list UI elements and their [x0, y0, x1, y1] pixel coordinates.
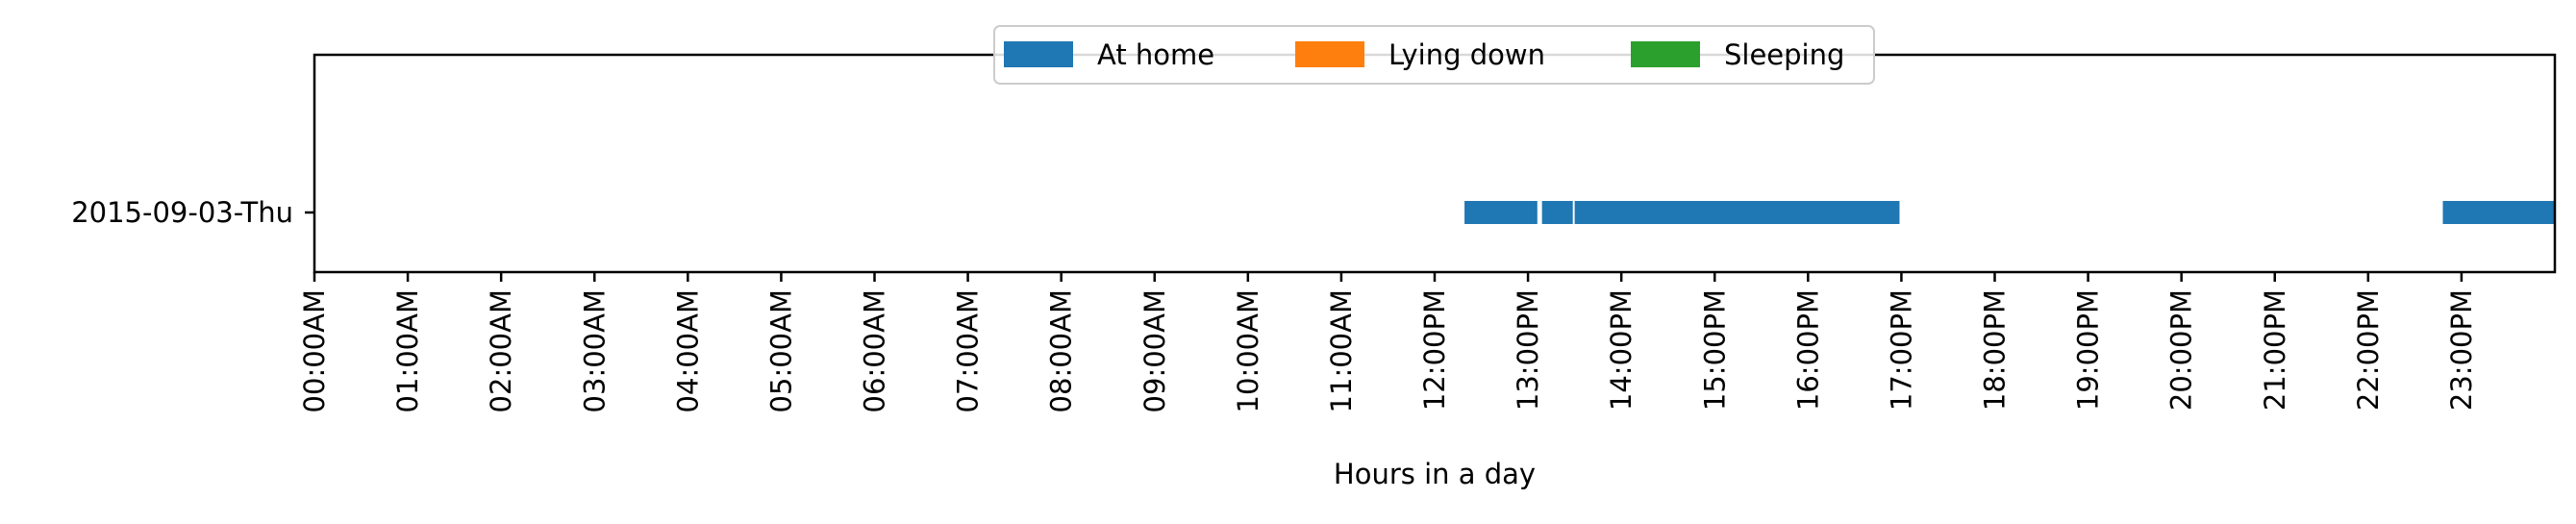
- x-tick-label-12: 12:00PM: [1418, 289, 1451, 411]
- bar-at-home-0: [1464, 201, 1538, 224]
- x-tick-label-17: 17:00PM: [1885, 289, 1917, 411]
- legend-label-sleeping: Sleeping: [1724, 38, 1844, 71]
- x-tick-label-20: 20:00PM: [2165, 289, 2198, 411]
- x-tick-label-23: 23:00PM: [2445, 289, 2478, 411]
- x-tick-label-6: 06:00AM: [859, 289, 891, 412]
- x-tick-label-9: 09:00AM: [1138, 289, 1171, 412]
- x-tick-label-3: 03:00AM: [578, 289, 611, 412]
- plot-frame: [313, 53, 2557, 274]
- x-tick-label-15: 15:00PM: [1698, 289, 1731, 411]
- x-tick-label-13: 13:00PM: [1512, 289, 1544, 411]
- legend-label-at-home: At home: [1097, 38, 1214, 71]
- x-tick-label-1: 01:00AM: [391, 289, 424, 412]
- x-tick-label-10: 10:00AM: [1232, 289, 1264, 412]
- y-tick-label-0: 2015-09-03-Thu: [71, 196, 293, 229]
- x-tick-label-14: 14:00PM: [1605, 289, 1638, 411]
- x-tick-label-2: 02:00AM: [485, 289, 517, 412]
- legend-box: [993, 25, 1875, 85]
- x-axis: 00:00AM 01:00AM 02:00AM 03:00AM 04:00AM 05:00…: [298, 272, 2478, 412]
- x-tick-label-4: 04:00AM: [671, 289, 704, 412]
- bar-at-home-3: [2442, 201, 2555, 224]
- y-axis: 2015-09-03-Thu: [71, 196, 314, 229]
- x-tick-label-18: 18:00PM: [1979, 289, 2012, 411]
- legend-label-lying-down: Lying down: [1388, 38, 1545, 71]
- legend-swatch-lying-down: [1295, 41, 1364, 67]
- x-tick-label-5: 05:00AM: [764, 289, 797, 412]
- legend: At home Lying down Sleeping: [993, 25, 1875, 85]
- x-tick-label-8: 08:00AM: [1045, 289, 1078, 412]
- bar-at-home-2: [1574, 201, 1900, 224]
- bar-at-home-1: [1541, 201, 1573, 224]
- x-axis-label: Hours in a day: [1334, 458, 1536, 490]
- x-tick-label-22: 22:00PM: [2352, 289, 2385, 411]
- legend-swatch-sleeping: [1631, 41, 1700, 67]
- x-tick-label-16: 16:00PM: [1791, 289, 1824, 411]
- legend-swatch-at-home: [1004, 41, 1073, 67]
- bars-layer: [1464, 201, 2555, 224]
- x-tick-label-21: 21:00PM: [2259, 289, 2291, 411]
- x-tick-label-7: 07:00AM: [952, 289, 985, 412]
- x-tick-label-11: 11:00AM: [1325, 289, 1358, 412]
- x-tick-label-19: 19:00PM: [2072, 289, 2105, 411]
- x-tick-label-0: 00:00AM: [298, 289, 331, 412]
